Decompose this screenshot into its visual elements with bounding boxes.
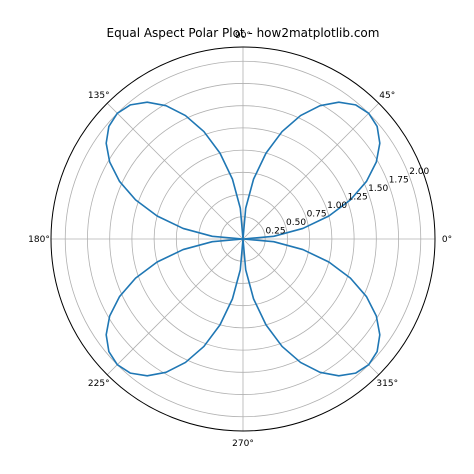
theta-tick-label: 90° bbox=[235, 31, 251, 41]
theta-tick-label: 0° bbox=[442, 235, 452, 245]
r-tick-label: 2.00 bbox=[409, 167, 429, 177]
r-tick-label: 1.00 bbox=[327, 201, 347, 211]
theta-grid-line bbox=[242, 238, 380, 376]
theta-tick-label: 135° bbox=[88, 91, 110, 101]
grid-layer bbox=[50, 46, 436, 432]
r-tick-label: 1.25 bbox=[348, 192, 368, 202]
r-tick-label: 0.50 bbox=[286, 218, 306, 228]
label-layer: 0° 45° 90° 135° 180° 225° 270° 315° 0.250.500.75… bbox=[28, 31, 452, 449]
theta-tick-label: 45° bbox=[379, 91, 395, 101]
theta-grid-line bbox=[106, 238, 244, 376]
theta-tick-label: 180° bbox=[28, 235, 50, 245]
r-tick-label: 0.25 bbox=[266, 226, 286, 236]
chart-title: Equal Aspect Polar Plot - how2matplotlib… bbox=[107, 26, 380, 40]
r-tick-label: 0.75 bbox=[307, 209, 327, 219]
theta-tick-label: 225° bbox=[88, 379, 110, 389]
series-layer bbox=[105, 101, 381, 377]
series-line bbox=[105, 101, 381, 377]
theta-grid-line bbox=[106, 102, 244, 240]
theta-grid-line bbox=[242, 102, 380, 240]
r-tick-label: 1.75 bbox=[389, 175, 409, 185]
polar-spine bbox=[50, 46, 436, 432]
theta-tick-label: 315° bbox=[376, 379, 398, 389]
theta-tick-label: 270° bbox=[232, 439, 254, 449]
r-tick-label: 1.50 bbox=[368, 184, 388, 194]
